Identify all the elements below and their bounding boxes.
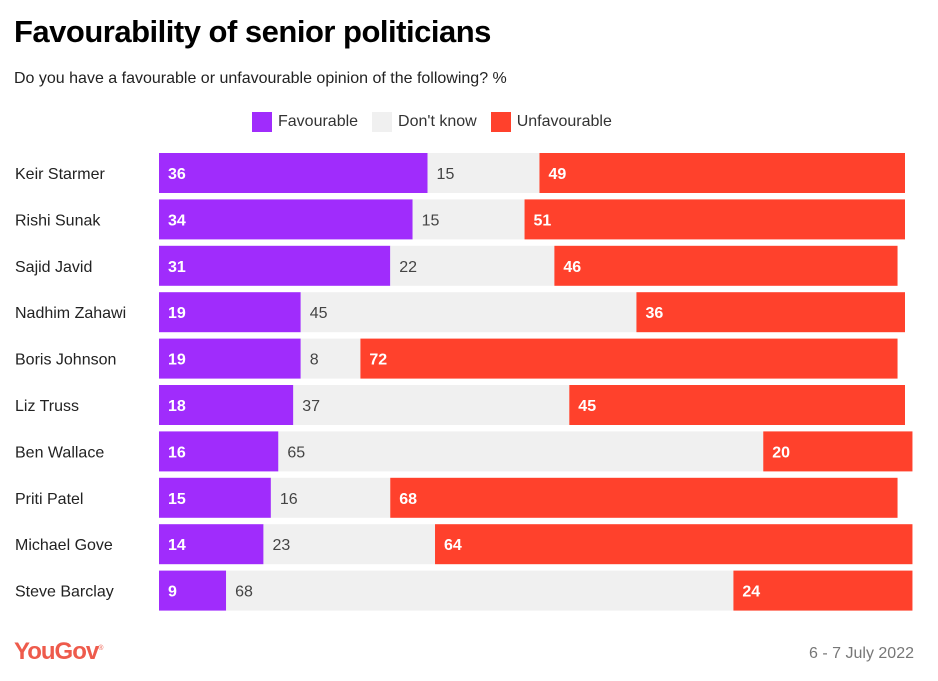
data-label-don-t-know-boris-johnson: 8: [310, 352, 319, 369]
legend-swatch-unfavourable: [490, 112, 511, 132]
bar-unfavourable-priti-patel: [390, 477, 898, 518]
legend-label-favourable: Favourable: [278, 113, 359, 130]
bar-don-t-know-steve-barclay: [226, 570, 734, 611]
data-label-unfavourable-michael-gove: 64: [444, 537, 462, 554]
category-label-priti-patel: Priti Patel: [15, 491, 83, 508]
bar-favourable-michael-gove: [159, 524, 264, 565]
bar-unfavourable-ben-wallace: [763, 431, 913, 472]
category-label-sajid-javid: Sajid Javid: [15, 259, 92, 276]
data-label-unfavourable-boris-johnson: 72: [369, 352, 387, 369]
data-label-unfavourable-priti-patel: 68: [399, 491, 417, 508]
bar-don-t-know-keir-starmer: [427, 153, 540, 193]
bar-unfavourable-nadhim-zahawi: [636, 292, 905, 333]
bar-favourable-ben-wallace: [159, 431, 279, 472]
bar-don-t-know-priti-patel: [270, 477, 391, 518]
legend-item-unfavourable: Unfavourable: [490, 112, 612, 132]
bar-unfavourable-michael-gove: [435, 524, 913, 565]
data-label-don-t-know-michael-gove: 23: [272, 537, 290, 554]
data-label-favourable-sajid-javid: 31: [168, 259, 186, 276]
bar-don-t-know-ben-wallace: [278, 431, 764, 472]
category-label-nadhim-zahawi: Nadhim Zahawi: [15, 305, 126, 322]
bar-don-t-know-rishi-sunak: [412, 199, 525, 240]
category-label-rishi-sunak: Rishi Sunak: [15, 212, 101, 229]
data-label-don-t-know-ben-wallace: 65: [287, 444, 305, 461]
data-label-don-t-know-nadhim-zahawi: 45: [310, 305, 328, 322]
data-label-unfavourable-keir-starmer: 49: [548, 166, 566, 183]
data-label-unfavourable-steve-barclay: 24: [742, 584, 760, 601]
bar-don-t-know-michael-gove: [263, 524, 436, 565]
bar-don-t-know-nadhim-zahawi: [300, 292, 637, 333]
legend: Favourable Don't know Unfavourable: [252, 112, 626, 132]
data-label-don-t-know-keir-starmer: 15: [437, 166, 455, 183]
legend-swatch-dont-know: [372, 112, 393, 132]
bar-favourable-steve-barclay: [159, 570, 227, 611]
category-label-michael-gove: Michael Gove: [15, 537, 113, 554]
category-label-liz-truss: Liz Truss: [15, 398, 79, 415]
bar-unfavourable-boris-johnson: [360, 338, 898, 379]
data-label-don-t-know-rishi-sunak: 15: [422, 212, 440, 229]
data-label-favourable-ben-wallace: 16: [168, 444, 186, 461]
brand-name: YouGov: [14, 638, 99, 665]
bar-unfavourable-keir-starmer: [539, 153, 905, 193]
bar-don-t-know-sajid-javid: [390, 245, 555, 286]
data-label-don-t-know-sajid-javid: 22: [399, 259, 417, 276]
data-label-unfavourable-nadhim-zahawi: 36: [645, 305, 663, 322]
bar-don-t-know-boris-johnson: [300, 338, 361, 379]
data-label-favourable-keir-starmer: 36: [168, 166, 186, 183]
data-label-favourable-nadhim-zahawi: 19: [168, 305, 186, 322]
bar-unfavourable-steve-barclay: [733, 570, 913, 611]
bar-unfavourable-sajid-javid: [554, 245, 898, 286]
category-label-ben-wallace: Ben Wallace: [15, 444, 104, 461]
bar-don-t-know-liz-truss: [293, 385, 570, 425]
category-label-boris-johnson: Boris Johnson: [15, 352, 116, 369]
bar-favourable-liz-truss: [159, 385, 294, 425]
yougov-logo: YouGov®: [14, 638, 103, 666]
bar-favourable-priti-patel: [159, 477, 271, 518]
bar-favourable-sajid-javid: [159, 245, 391, 286]
data-label-favourable-priti-patel: 15: [168, 491, 186, 508]
data-label-unfavourable-ben-wallace: 20: [772, 444, 790, 461]
bar-unfavourable-liz-truss: [569, 385, 905, 425]
survey-date: 6 - 7 July 2022: [809, 645, 914, 662]
category-label-keir-starmer: Keir Starmer: [15, 166, 105, 183]
data-label-don-t-know-steve-barclay: 68: [235, 584, 253, 601]
data-label-don-t-know-liz-truss: 37: [302, 398, 320, 415]
bar-favourable-nadhim-zahawi: [159, 292, 301, 333]
data-label-unfavourable-liz-truss: 45: [578, 398, 596, 415]
legend-item-dont-know: Don't know: [372, 112, 477, 132]
data-label-unfavourable-rishi-sunak: 51: [534, 212, 552, 229]
legend-label-dont-know: Don't know: [398, 113, 477, 130]
chart-subtitle: Do you have a favourable or unfavourable…: [14, 70, 507, 87]
bar-favourable-keir-starmer: [159, 153, 428, 193]
data-label-favourable-boris-johnson: 19: [168, 352, 186, 369]
legend-swatch-favourable: [252, 112, 272, 132]
bar-favourable-boris-johnson: [159, 338, 301, 379]
category-label-steve-barclay: Steve Barclay: [15, 584, 114, 601]
data-label-favourable-liz-truss: 18: [168, 398, 186, 415]
bar-unfavourable-rishi-sunak: [524, 199, 905, 240]
data-label-favourable-michael-gove: 14: [168, 537, 186, 554]
legend-label-unfavourable: Unfavourable: [516, 113, 612, 130]
chart-title: Favourability of senior politicians: [14, 14, 491, 49]
data-label-don-t-know-priti-patel: 16: [280, 491, 298, 508]
legend-item-favourable: Favourable: [252, 112, 358, 132]
brand-mark: ®: [98, 645, 103, 652]
bar-favourable-rishi-sunak: [159, 199, 413, 240]
data-label-unfavourable-sajid-javid: 46: [563, 259, 581, 276]
data-label-favourable-steve-barclay: 9: [168, 584, 177, 601]
data-label-favourable-rishi-sunak: 34: [168, 212, 186, 229]
